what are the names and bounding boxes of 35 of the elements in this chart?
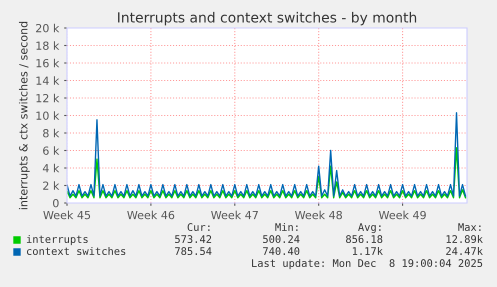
x-tick-label: Week 47 — [211, 210, 258, 220]
text: 856.18 — [346, 235, 382, 244]
y-tick-label: 18 k — [36, 41, 60, 50]
text: 573.42 — [175, 235, 212, 244]
x-tick-label: Week 49 — [378, 210, 426, 220]
y-axis-title: interrupts & ctx switches / second — [18, 22, 30, 210]
x-tick-label: Week 45 — [43, 210, 90, 220]
y-tick-label: 0 — [53, 198, 59, 208]
text: 785.54 — [175, 247, 212, 256]
text: Last update: Mon Dec 8 19:00:04 2025 — [252, 258, 482, 270]
y-tick-label: 10 k — [36, 111, 60, 120]
line-series — [67, 112, 466, 197]
y-tick-label: 14 k — [36, 76, 60, 85]
y-tick-label: 2 k — [43, 181, 60, 190]
text: Min: — [275, 222, 298, 231]
line-series — [67, 147, 466, 198]
text: 12.89k — [446, 234, 483, 244]
legend-label: interrupts — [26, 234, 88, 246]
text: 1.17k — [352, 246, 383, 255]
y-tick-label: 8 k — [43, 128, 60, 138]
legend-label: context switches — [26, 246, 126, 256]
text: Avg: — [358, 223, 380, 234]
y-tick-label: 4 k — [42, 164, 60, 172]
text: Max: — [458, 223, 480, 232]
y-tick-label: 12 k — [36, 94, 60, 102]
text: 740.40 — [263, 247, 300, 256]
y-tick-label: 20 k — [36, 24, 60, 32]
y-tick-label: 16 k — [36, 58, 60, 68]
x-tick-label: Week 48 — [295, 210, 342, 220]
text: 500.24 — [263, 235, 300, 244]
chart-title: Interrupts and context switches - by month — [118, 12, 416, 26]
x-tick-label: Week 46 — [127, 210, 174, 220]
text: 24.47k — [446, 246, 483, 255]
y-tick-label: 6 k — [43, 146, 60, 155]
text: Cur: — [188, 223, 210, 232]
